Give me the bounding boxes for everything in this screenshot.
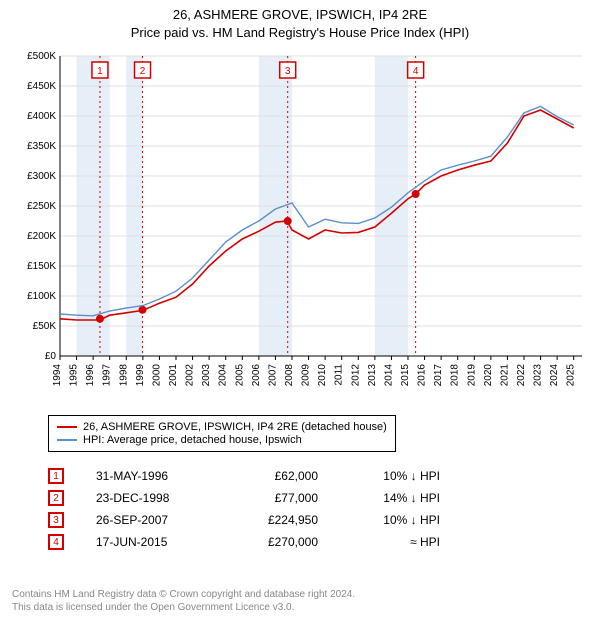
svg-text:2009: 2009: [301, 364, 312, 387]
svg-text:£400K: £400K: [27, 111, 56, 122]
svg-text:1: 1: [97, 66, 103, 77]
svg-text:2016: 2016: [417, 364, 428, 387]
sale-marker-icon: 3: [48, 512, 64, 528]
svg-text:£300K: £300K: [27, 171, 56, 182]
svg-text:2018: 2018: [450, 364, 461, 387]
chart-container: 26, ASHMERE GROVE, IPSWICH, IP4 2RE Pric…: [0, 0, 600, 620]
svg-text:2013: 2013: [367, 364, 378, 387]
svg-text:2020: 2020: [483, 364, 494, 387]
table-row: 1 31-MAY-1996 £62,000 10% ↓ HPI: [48, 468, 440, 484]
svg-text:1999: 1999: [135, 364, 146, 387]
footer-attribution: Contains HM Land Registry data © Crown c…: [12, 588, 355, 614]
svg-text:2002: 2002: [185, 364, 196, 387]
svg-text:1994: 1994: [52, 364, 63, 387]
svg-text:2: 2: [140, 66, 146, 77]
svg-text:2012: 2012: [350, 364, 361, 387]
sale-diff: 14% ↓ HPI: [350, 491, 440, 505]
svg-text:2025: 2025: [566, 364, 577, 387]
svg-text:2023: 2023: [533, 364, 544, 387]
footer-line: This data is licensed under the Open Gov…: [12, 601, 355, 614]
sale-marker-icon: 1: [48, 468, 64, 484]
svg-text:£100K: £100K: [27, 291, 56, 302]
sale-date: 17-JUN-2015: [96, 535, 196, 549]
sale-date: 26-SEP-2007: [96, 513, 196, 527]
svg-text:1998: 1998: [118, 364, 129, 387]
svg-text:2010: 2010: [317, 364, 328, 387]
svg-text:£0: £0: [45, 351, 57, 362]
svg-text:2005: 2005: [234, 364, 245, 387]
svg-text:2021: 2021: [499, 364, 510, 387]
legend-row: 26, ASHMERE GROVE, IPSWICH, IP4 2RE (det…: [57, 421, 387, 433]
legend-box: 26, ASHMERE GROVE, IPSWICH, IP4 2RE (det…: [48, 415, 396, 452]
legend-label: 26, ASHMERE GROVE, IPSWICH, IP4 2RE (det…: [83, 421, 387, 433]
table-row: 3 26-SEP-2007 £224,950 10% ↓ HPI: [48, 512, 440, 528]
sale-marker-icon: 4: [48, 534, 64, 550]
table-row: 4 17-JUN-2015 £270,000 ≈ HPI: [48, 534, 440, 550]
title-block: 26, ASHMERE GROVE, IPSWICH, IP4 2RE Pric…: [12, 6, 588, 42]
sale-price: £224,950: [228, 513, 318, 527]
svg-text:£200K: £200K: [27, 231, 56, 242]
svg-text:2004: 2004: [218, 364, 229, 387]
svg-text:2011: 2011: [334, 364, 345, 386]
sale-price: £62,000: [228, 469, 318, 483]
svg-text:4: 4: [413, 66, 419, 77]
svg-text:2022: 2022: [516, 364, 527, 387]
title-address: 26, ASHMERE GROVE, IPSWICH, IP4 2RE: [12, 6, 588, 24]
legend-label: HPI: Average price, detached house, Ipsw…: [83, 434, 302, 446]
svg-text:£350K: £350K: [27, 141, 56, 152]
svg-text:2007: 2007: [267, 364, 278, 387]
title-subtitle: Price paid vs. HM Land Registry's House …: [12, 24, 588, 42]
svg-text:£500K: £500K: [27, 51, 56, 62]
svg-text:£450K: £450K: [27, 81, 56, 92]
legend-swatch-red: [57, 426, 77, 428]
svg-text:2001: 2001: [168, 364, 179, 387]
svg-text:£150K: £150K: [27, 261, 56, 272]
chart-area: £0 £50K £100K £150K £200K £250K £300K £350K £400…: [12, 46, 588, 416]
svg-text:2008: 2008: [284, 364, 295, 387]
svg-text:2017: 2017: [433, 364, 444, 387]
svg-text:2015: 2015: [400, 364, 411, 387]
table-row: 2 23-DEC-1998 £77,000 14% ↓ HPI: [48, 490, 440, 506]
svg-text:1996: 1996: [85, 364, 96, 387]
sale-diff: 10% ↓ HPI: [350, 513, 440, 527]
svg-text:£250K: £250K: [27, 201, 56, 212]
footer-line: Contains HM Land Registry data © Crown c…: [12, 588, 355, 601]
svg-text:2006: 2006: [251, 364, 262, 387]
sale-price: £77,000: [228, 491, 318, 505]
svg-text:2014: 2014: [383, 364, 394, 387]
svg-text:3: 3: [285, 66, 291, 77]
sale-date: 23-DEC-1998: [96, 491, 196, 505]
svg-text:2003: 2003: [201, 364, 212, 387]
svg-text:2024: 2024: [549, 364, 560, 387]
sales-table: 1 31-MAY-1996 £62,000 10% ↓ HPI 2 23-DEC…: [48, 462, 440, 556]
price-chart: £0 £50K £100K £150K £200K £250K £300K £350K £400…: [12, 46, 588, 416]
legend-row: HPI: Average price, detached house, Ipsw…: [57, 434, 387, 446]
legend-swatch-blue: [57, 439, 77, 441]
svg-text:1995: 1995: [69, 364, 80, 387]
sale-date: 31-MAY-1996: [96, 469, 196, 483]
svg-text:£50K: £50K: [33, 321, 57, 332]
svg-text:1997: 1997: [102, 364, 113, 387]
svg-text:2000: 2000: [151, 364, 162, 387]
sale-diff: ≈ HPI: [350, 535, 440, 549]
sale-price: £270,000: [228, 535, 318, 549]
sale-marker-icon: 2: [48, 490, 64, 506]
svg-text:2019: 2019: [466, 364, 477, 387]
sale-diff: 10% ↓ HPI: [350, 469, 440, 483]
